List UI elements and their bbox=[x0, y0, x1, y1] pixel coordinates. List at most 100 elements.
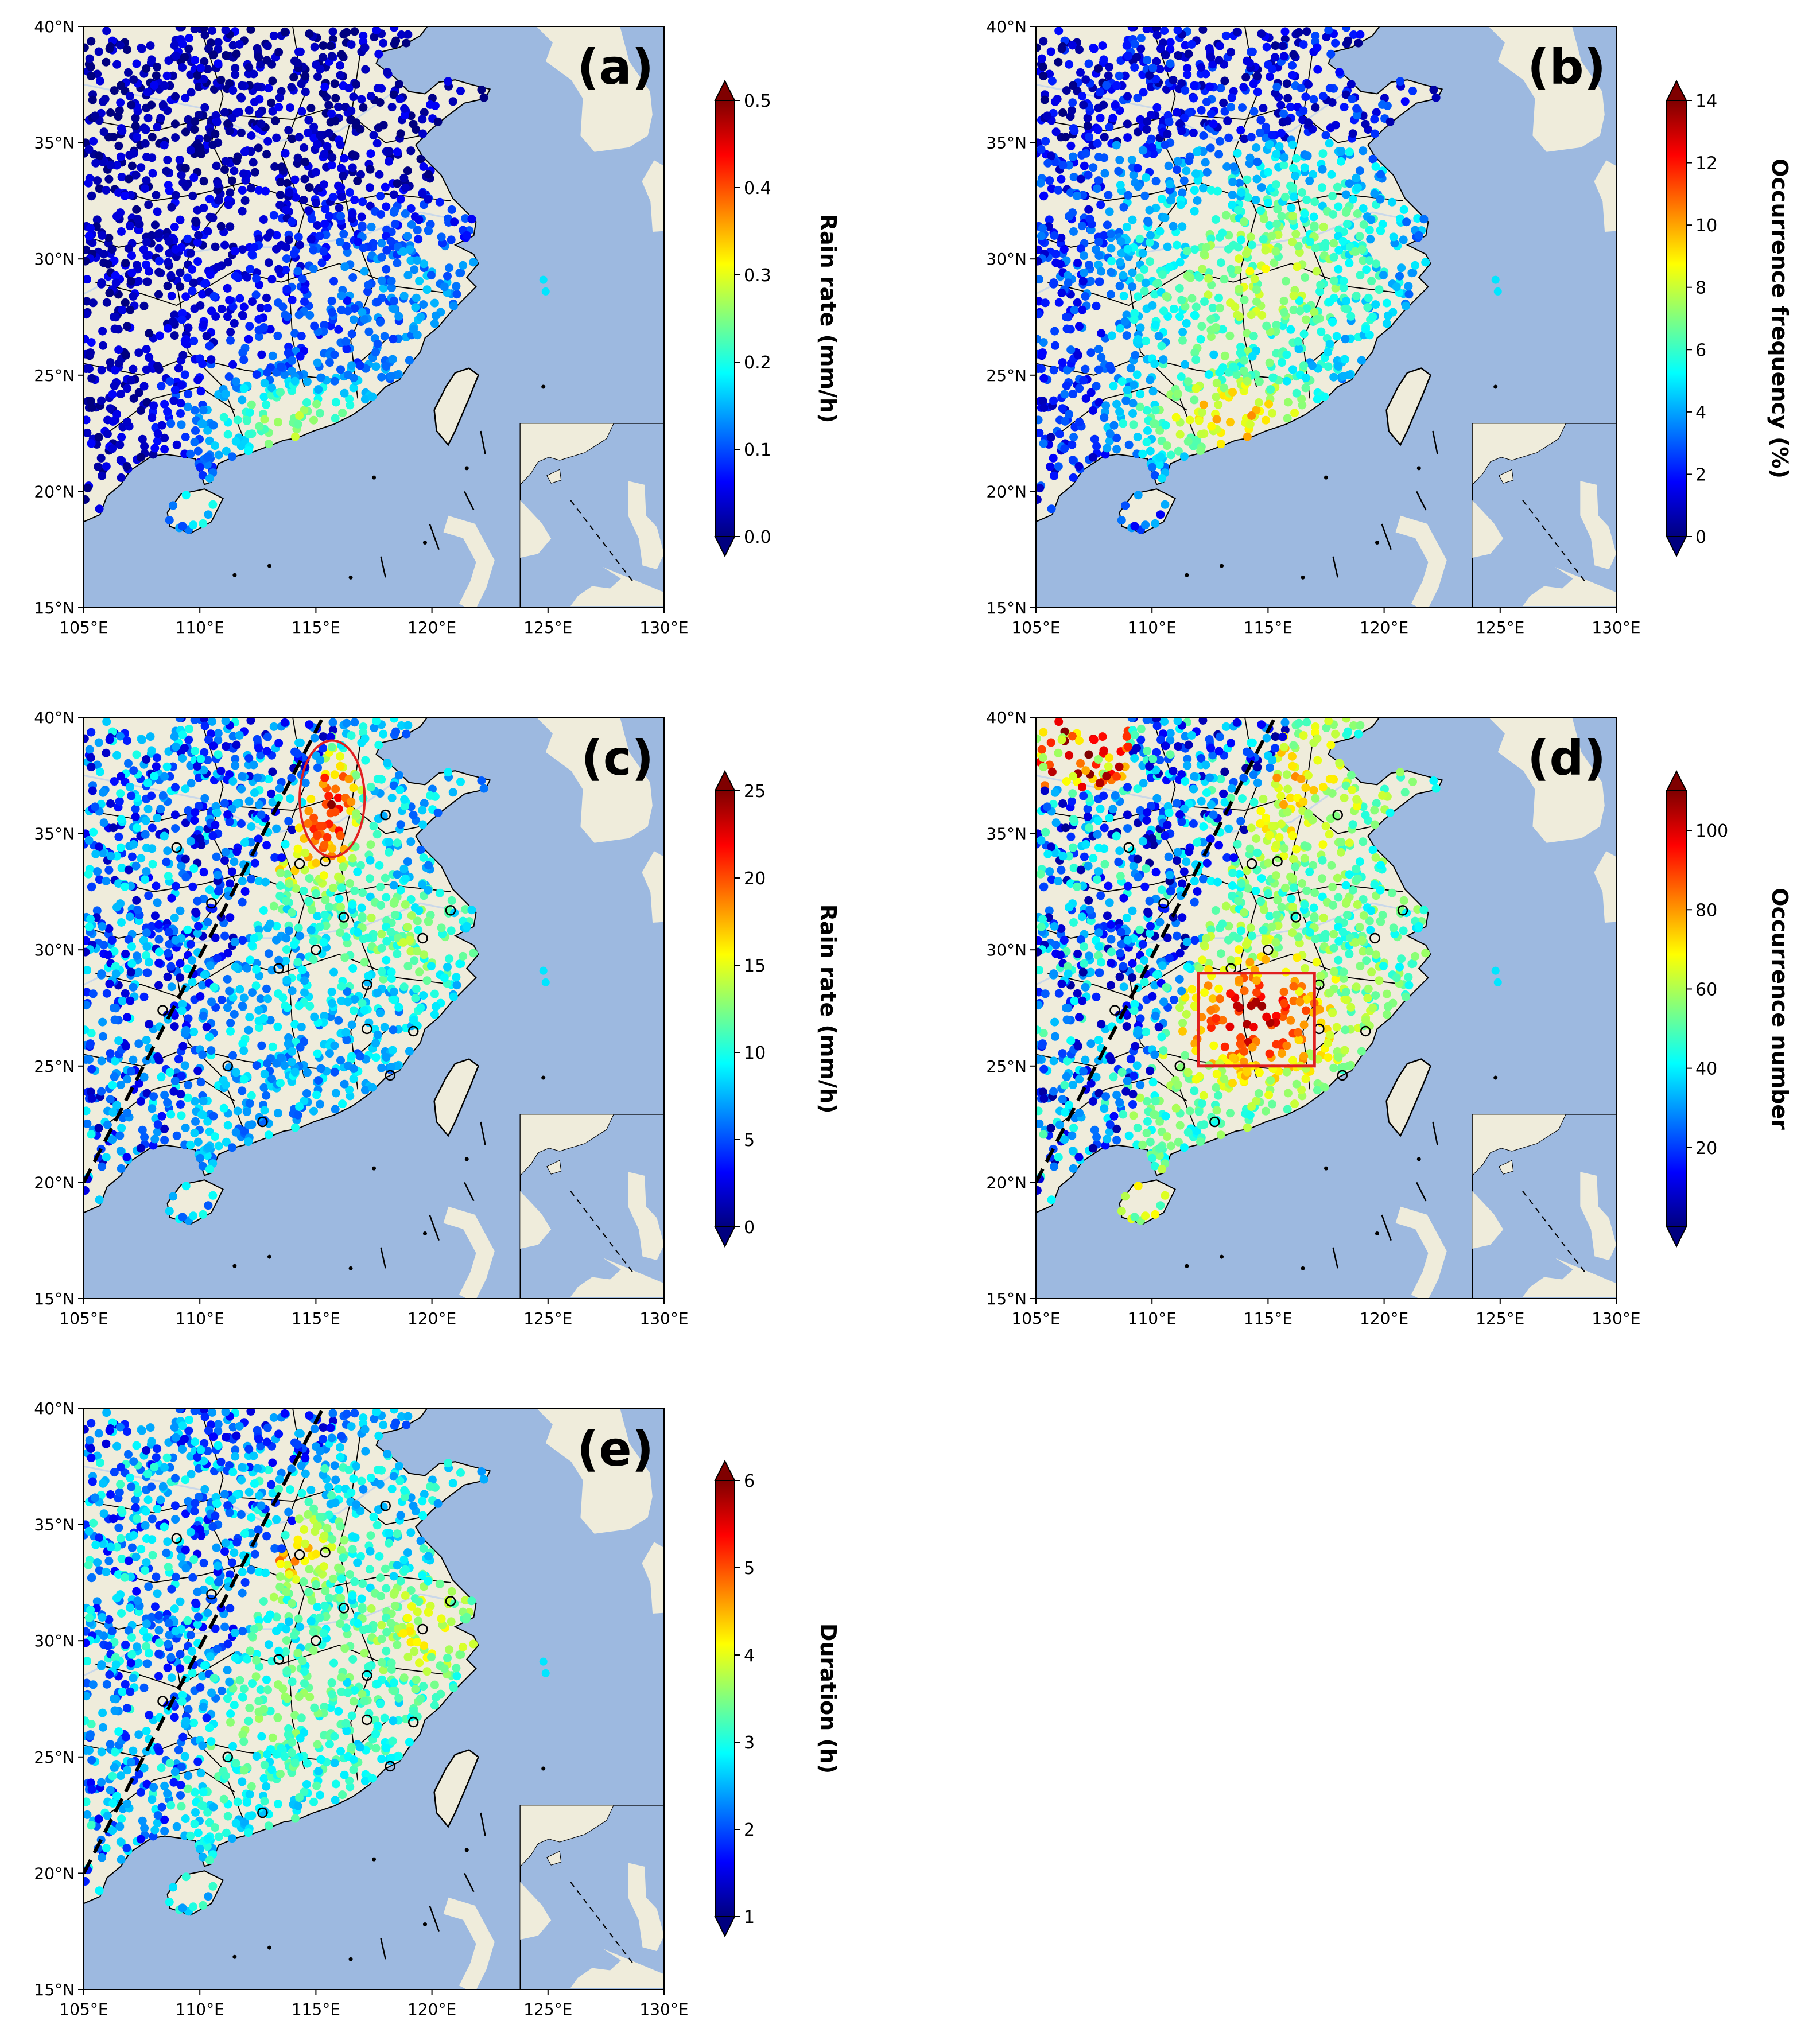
station-point bbox=[252, 959, 261, 968]
station-point bbox=[84, 495, 90, 504]
station-point bbox=[1134, 491, 1143, 500]
station-point bbox=[365, 874, 374, 883]
station-point bbox=[1197, 63, 1206, 72]
island-dot bbox=[422, 541, 427, 545]
station-point bbox=[153, 207, 162, 216]
station-point bbox=[1169, 304, 1178, 313]
station-point bbox=[87, 1029, 96, 1038]
station-point bbox=[181, 433, 190, 441]
station-point bbox=[239, 1046, 249, 1055]
station-point bbox=[1133, 433, 1142, 441]
station-point bbox=[1294, 28, 1303, 37]
station-point bbox=[1212, 323, 1221, 332]
station-point bbox=[1151, 519, 1160, 528]
station-point bbox=[391, 36, 401, 45]
x-tick-label: 125°E bbox=[523, 618, 572, 637]
station-point bbox=[321, 205, 330, 213]
station-point bbox=[1040, 95, 1049, 104]
station-point bbox=[227, 1143, 236, 1152]
station-point bbox=[157, 1072, 166, 1082]
colorbar-tick-label: 0.4 bbox=[744, 178, 771, 199]
station-point bbox=[1061, 133, 1070, 142]
station-point bbox=[1183, 64, 1192, 73]
station-point bbox=[205, 961, 215, 970]
station-point bbox=[1342, 26, 1351, 32]
station-point bbox=[145, 958, 153, 967]
station-point bbox=[172, 51, 181, 60]
station-point bbox=[1049, 278, 1058, 287]
station-point bbox=[1326, 49, 1336, 59]
station-point bbox=[86, 1087, 95, 1097]
station-point bbox=[403, 923, 412, 932]
station-point bbox=[1187, 40, 1196, 49]
station-point bbox=[1094, 238, 1103, 247]
station-point bbox=[1295, 296, 1304, 305]
station-point bbox=[189, 520, 198, 530]
station-point bbox=[284, 235, 293, 244]
station-point bbox=[1201, 158, 1210, 167]
station-point bbox=[1061, 417, 1070, 426]
station-point bbox=[350, 27, 359, 36]
station-point bbox=[153, 1128, 162, 1136]
station-point bbox=[1173, 389, 1182, 398]
station-point bbox=[153, 1120, 162, 1129]
station-point bbox=[350, 195, 359, 204]
station-point bbox=[1254, 398, 1263, 407]
station-point bbox=[287, 908, 296, 917]
station-point bbox=[1133, 164, 1142, 173]
station-point bbox=[342, 1035, 351, 1044]
station-point bbox=[300, 988, 309, 997]
station-point bbox=[190, 1097, 199, 1106]
station-point bbox=[290, 1067, 300, 1077]
ringed-station bbox=[157, 1005, 168, 1016]
station-point bbox=[181, 1026, 191, 1035]
station-point bbox=[1199, 400, 1208, 409]
station-point bbox=[86, 350, 95, 359]
station-point bbox=[426, 962, 436, 971]
station-point bbox=[150, 444, 160, 453]
station-point bbox=[1046, 433, 1055, 442]
station-point bbox=[356, 861, 365, 870]
station-point bbox=[177, 380, 186, 390]
station-point bbox=[288, 986, 297, 996]
station-point bbox=[244, 63, 254, 72]
station-point bbox=[1152, 26, 1161, 32]
station-point bbox=[116, 732, 125, 741]
island-dot bbox=[1375, 1231, 1379, 1236]
station-point bbox=[1356, 271, 1365, 280]
station-point bbox=[1364, 293, 1373, 302]
station-point bbox=[1312, 267, 1321, 276]
station-point bbox=[274, 1109, 282, 1118]
station-point bbox=[1348, 129, 1357, 138]
station-point bbox=[284, 348, 293, 357]
station-point bbox=[1268, 131, 1277, 139]
station-point bbox=[223, 119, 232, 128]
station-point bbox=[1277, 358, 1286, 367]
station-point bbox=[245, 322, 254, 331]
station-point bbox=[361, 756, 370, 765]
station-point bbox=[1123, 92, 1132, 101]
station-point bbox=[211, 130, 220, 139]
station-point bbox=[422, 285, 432, 294]
station-point bbox=[348, 964, 358, 973]
station-point bbox=[217, 995, 226, 1004]
station-point bbox=[268, 798, 277, 807]
station-point bbox=[371, 1039, 381, 1048]
station-point bbox=[287, 83, 296, 92]
island-dot bbox=[372, 1166, 376, 1171]
station-point bbox=[1157, 341, 1166, 351]
station-point bbox=[1055, 429, 1064, 438]
station-point bbox=[145, 329, 154, 338]
island-dot bbox=[1301, 1266, 1305, 1270]
station-point bbox=[1154, 332, 1163, 341]
taiwan-island bbox=[1385, 367, 1432, 446]
station-point bbox=[1313, 43, 1322, 52]
station-point bbox=[1234, 205, 1243, 215]
station-point bbox=[1117, 248, 1126, 258]
station-point bbox=[1094, 951, 1103, 960]
station-point bbox=[1127, 26, 1136, 32]
station-point bbox=[141, 125, 150, 134]
station-point bbox=[1201, 69, 1210, 79]
station-point bbox=[396, 885, 405, 895]
station-point bbox=[238, 310, 247, 320]
